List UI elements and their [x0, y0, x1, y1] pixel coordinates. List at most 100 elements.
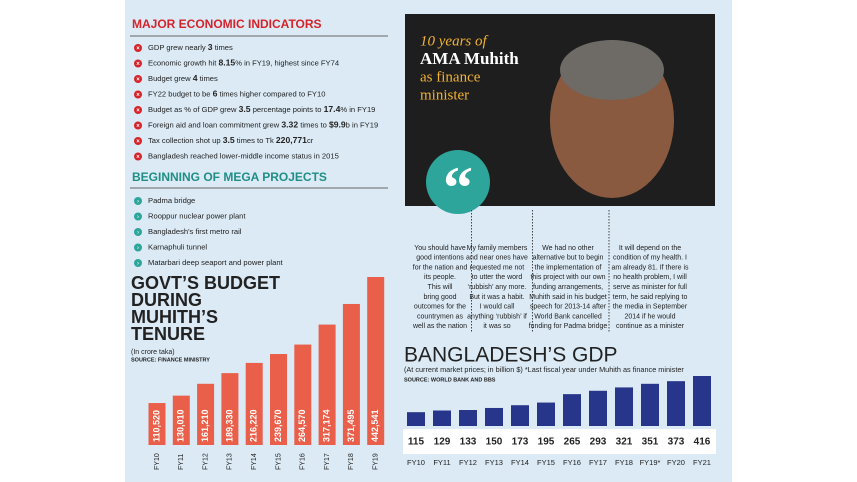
x-tick-label: FY18: [348, 453, 355, 470]
quote-line: this project with our own: [530, 274, 605, 281]
value-label: 173: [512, 437, 529, 448]
indicator-part: cr: [307, 136, 314, 145]
bar: [172, 395, 190, 445]
x-tick-label: FY14: [511, 458, 529, 467]
value-strip: [403, 429, 716, 454]
x-tick-label: FY15: [275, 453, 282, 470]
x-tick-label: FY12: [459, 458, 477, 467]
bullet-x: ×: [136, 77, 140, 83]
bullet-x: ×: [136, 46, 140, 52]
quote-line: outcomes for the: [414, 304, 466, 311]
project: Matarbari deep seaport and power plant: [148, 258, 284, 267]
indicator-part: percentage points to: [251, 105, 324, 114]
project: Karnaphuli tunnel: [148, 243, 207, 252]
x-tick-label: FY19*: [640, 458, 661, 467]
indicator-part: % in FY19, highest since FY74: [235, 59, 339, 68]
indicator: Budget grew 4 times: [148, 73, 218, 83]
indicator-part: 3: [208, 42, 213, 52]
bar: [407, 412, 425, 426]
chart-source: SOURCE: WORLD BANK AND BBS: [404, 377, 496, 383]
bullet: [134, 243, 142, 252]
bullet-x: ×: [136, 62, 140, 68]
section-title: MAJOR ECONOMIC INDICATORS: [132, 17, 322, 31]
quote-line: well as the nation: [412, 323, 467, 330]
indicator-part: times: [213, 43, 233, 52]
bullet-x: ×: [136, 139, 140, 145]
value-label: 264,570: [297, 409, 307, 442]
bullet: [134, 137, 142, 145]
indicator-part: Budget grew: [148, 74, 193, 83]
quote-line: alternative but to begin: [533, 255, 604, 262]
quote-line: it was so: [483, 323, 510, 330]
chart-title: BANGLADESH’S GDP: [404, 344, 618, 367]
quote-line: countrymen as: [417, 313, 463, 320]
bar: [667, 381, 685, 426]
quote-line: continue as a minister: [616, 323, 685, 330]
bullet-arrow: ›: [137, 246, 139, 252]
bullet-x: ×: [136, 155, 140, 161]
quote-line: World Bank cancelled: [534, 313, 602, 320]
quote-line: ‘rubbish’ any more.: [468, 284, 527, 291]
value-label: 216,220: [249, 409, 259, 442]
project: Rooppur nuclear power plant: [148, 212, 246, 221]
value-label: 130,010: [176, 409, 186, 442]
bullet: [134, 44, 142, 52]
bar: [459, 410, 477, 426]
indicator-part: 8.15: [218, 58, 235, 68]
chart-source: SOURCE: FINANCE MINISTRY: [131, 357, 210, 363]
value-label: 150: [486, 437, 503, 448]
indicator-part: 3.32: [281, 120, 298, 130]
bar: [511, 405, 529, 426]
value-label: 195: [538, 437, 555, 448]
bullet-arrow: ›: [137, 230, 139, 236]
indicator-part: GDP grew nearly: [148, 43, 208, 52]
x-tick-label: FY20: [667, 458, 685, 467]
bar: [148, 403, 166, 445]
quote-line: the media in September: [613, 304, 688, 311]
chart-title: DURING: [131, 290, 202, 310]
bar: [367, 277, 385, 445]
bar: [270, 354, 287, 445]
quote-line: term, he said replying to: [613, 294, 688, 301]
quote-line: its people.: [424, 274, 456, 281]
portrait-hair: [560, 40, 664, 100]
indicator-part: times to: [298, 121, 329, 130]
section-title: BEGINNING OF MEGA PROJECTS: [132, 170, 327, 184]
indicator: Economic growth hit 8.15% in FY19, highe…: [148, 58, 339, 68]
indicator: GDP grew nearly 3 times: [148, 42, 233, 52]
indicator-part: b in FY19: [346, 121, 379, 130]
x-tick-label: FY18: [615, 458, 633, 467]
x-tick-label: FY10: [407, 458, 425, 467]
bullet: [134, 121, 142, 130]
bullet-arrow: ›: [137, 261, 139, 267]
bullet-arrow: ›: [137, 199, 139, 205]
x-tick-label: FY11: [433, 458, 450, 467]
bar: [641, 383, 659, 426]
indicator-part: times higher compared to FY10: [217, 90, 325, 99]
bar: [245, 362, 263, 445]
chart-title: MUHITH’S: [131, 307, 218, 327]
bar: [589, 390, 607, 426]
quote-line: speech for 2013-14 after: [530, 304, 607, 311]
x-tick-label: FY15: [537, 458, 555, 467]
quote-mark: “: [443, 155, 473, 221]
value-label: 265: [564, 437, 581, 448]
bullet: [134, 152, 142, 161]
value-label: 317,174: [321, 409, 331, 442]
indicator-part: Tax collection shot up: [148, 136, 223, 145]
quote-line: requested me not: [470, 264, 525, 271]
chart-subtitle: (In crore taka): [131, 349, 175, 356]
feature-title: as finance: [420, 69, 481, 85]
bar: [485, 407, 503, 426]
x-tick-label: FY19: [373, 453, 380, 470]
bar: [693, 376, 711, 426]
bar: [294, 344, 312, 445]
value-label: 371,495: [346, 409, 356, 442]
bullet: [134, 75, 142, 83]
indicator: FY22 budget to be 6 times higher compare…: [148, 89, 325, 99]
quote-line: You should have: [414, 245, 466, 252]
value-label: 373: [668, 437, 685, 448]
quote-line: Muhith said in his budget: [529, 294, 606, 301]
x-tick-label: FY17: [589, 458, 607, 467]
